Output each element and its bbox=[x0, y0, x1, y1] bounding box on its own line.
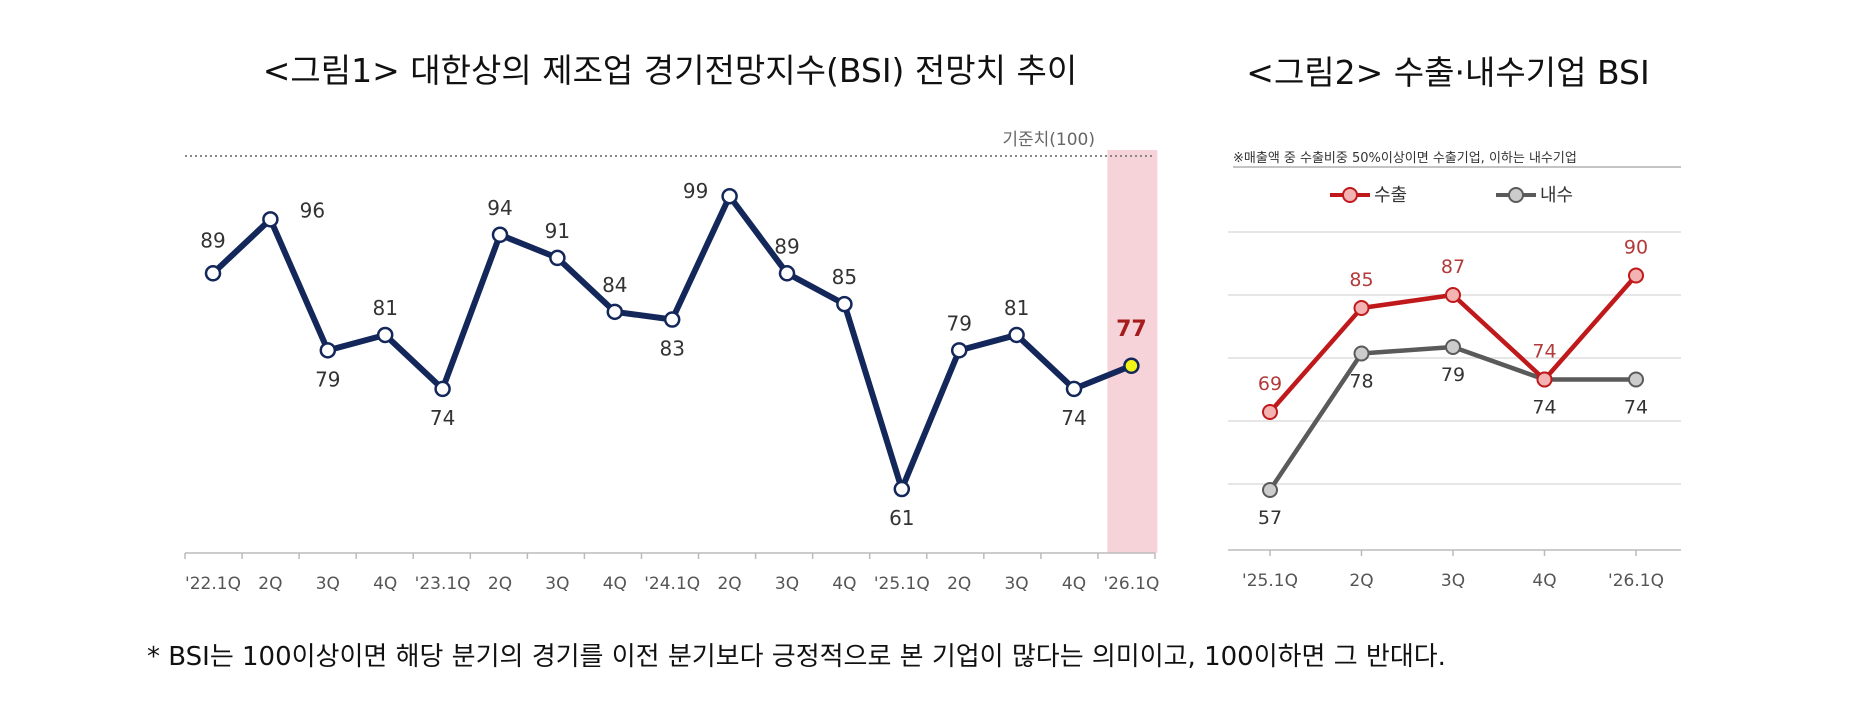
chart1-points bbox=[204, 187, 1140, 498]
chart2-note: ※매출액 중 수출비중 50%이상이면 수출기업, 이하는 내수기업 bbox=[1233, 151, 1577, 166]
chart1-point bbox=[606, 303, 624, 321]
chart2-points bbox=[1262, 267, 1644, 498]
chart2-tick-label: 4Q bbox=[1532, 571, 1556, 591]
chart1-data-label: 84 bbox=[602, 273, 627, 297]
chart2-point-domestic bbox=[1262, 482, 1278, 498]
chart1-tick-label: 3Q bbox=[775, 574, 799, 594]
chart2-tick-label: '25.1Q bbox=[1242, 571, 1298, 591]
chart1-tick-label: 2Q bbox=[258, 574, 282, 594]
chart2-point-export bbox=[1536, 371, 1553, 388]
chart1-data-label: 74 bbox=[430, 406, 455, 430]
chart2-data-label-export: 74 bbox=[1532, 341, 1556, 363]
footnote: * BSI는 100이상이면 해당 분기의 경기를 이전 분기보다 긍정적으로 … bbox=[147, 642, 1446, 672]
chart1-tick-label: '24.1Q bbox=[644, 574, 700, 594]
chart1-data-label: 74 bbox=[1061, 406, 1086, 430]
chart1-data-label: 79 bbox=[315, 367, 340, 391]
chart1-highlight-band bbox=[1107, 150, 1158, 553]
chart1-tick-label: '22.1Q bbox=[185, 574, 241, 594]
chart2-point-export bbox=[1262, 404, 1278, 420]
chart1-point bbox=[491, 226, 509, 244]
chart1-tick-label: 3Q bbox=[545, 574, 569, 594]
legend-export-marker bbox=[1342, 187, 1358, 203]
chart1-point bbox=[721, 187, 738, 205]
chart2: <그림2> 수출·내수기업 BSI ※매출액 중 수출비중 50%이상이면 수출… bbox=[1228, 53, 1681, 591]
chart1-point bbox=[262, 211, 279, 228]
chart1-point bbox=[319, 342, 337, 359]
chart2-data-label-export: 90 bbox=[1624, 237, 1648, 259]
chart1-tick-label: 4Q bbox=[603, 574, 627, 594]
chart2-data-labels: 57 78 79 74 74 69 85 87 74 90 bbox=[1258, 237, 1648, 530]
chart1-tick-label: 2Q bbox=[947, 574, 971, 594]
chart2-data-label-domestic: 74 bbox=[1532, 397, 1556, 419]
chart2-data-label-export: 87 bbox=[1441, 256, 1465, 278]
chart1-tick-label: 2Q bbox=[488, 574, 512, 594]
chart1-data-label: 96 bbox=[300, 198, 325, 222]
chart1-point bbox=[836, 295, 853, 313]
chart1-data-labels: 89 96 79 81 74 94 91 84 83 99 89 85 61 79 81 74 77 bbox=[200, 179, 1146, 530]
chart1-tick-label: '25.1Q bbox=[874, 574, 930, 594]
chart1-point bbox=[549, 249, 566, 267]
chart1-data-label: 81 bbox=[372, 296, 397, 320]
chart2-tick-label: 2Q bbox=[1349, 571, 1373, 591]
chart2-point-export bbox=[1353, 300, 1370, 316]
chart2-data-label-domestic: 74 bbox=[1624, 397, 1648, 419]
chart1-point bbox=[1123, 357, 1140, 375]
chart1-data-label: 99 bbox=[683, 179, 708, 203]
chart1-data-label: 89 bbox=[774, 234, 799, 258]
chart1-data-label: 61 bbox=[889, 506, 914, 530]
chart2-point-export bbox=[1445, 287, 1461, 303]
chart1-tick-label: 3Q bbox=[1004, 574, 1028, 594]
legend-domestic-marker bbox=[1508, 187, 1524, 203]
chart1-data-label: 81 bbox=[1004, 296, 1029, 320]
chart2-data-label-export: 85 bbox=[1349, 269, 1373, 291]
chart2-data-label-domestic: 57 bbox=[1258, 507, 1282, 529]
chart1-tick-label: 4Q bbox=[832, 574, 856, 594]
chart1-data-label: 85 bbox=[832, 265, 857, 289]
legend-domestic-label: 내수 bbox=[1540, 185, 1573, 206]
legend-export-label: 수출 bbox=[1374, 185, 1407, 206]
chart2-point-domestic bbox=[1628, 371, 1644, 388]
chart2-legend: 수출 내수 bbox=[1330, 185, 1573, 206]
chart2-title: <그림2> 수출·내수기업 BSI bbox=[1246, 53, 1649, 92]
chart1-point bbox=[950, 342, 968, 359]
chart1-data-label: 89 bbox=[200, 228, 225, 252]
chart1-data-label: 77 bbox=[1116, 317, 1147, 342]
chart1-tick-label: 2Q bbox=[717, 574, 741, 594]
chart1-data-label: 94 bbox=[487, 196, 512, 220]
chart1-data-label: 79 bbox=[946, 311, 971, 335]
chart1-title: <그림1> 대한상의 제조업 경기전망지수(BSI) 전망치 추이 bbox=[263, 51, 1077, 90]
chart1-point bbox=[663, 311, 681, 328]
chart1-point bbox=[893, 480, 911, 498]
chart1-data-label: 83 bbox=[659, 337, 684, 361]
chart1-point bbox=[434, 380, 451, 398]
chart2-data-label-domestic: 78 bbox=[1349, 371, 1373, 393]
chart1-reference-label: 기준치(100) bbox=[1002, 130, 1095, 150]
chart1-tick-label: 4Q bbox=[1062, 574, 1086, 594]
chart1-point bbox=[204, 265, 222, 282]
chart2-point-domestic bbox=[1445, 339, 1461, 355]
chart2-grid bbox=[1228, 231, 1681, 485]
chart1-tick-label: '23.1Q bbox=[415, 574, 471, 594]
chart1-tick-label: '26.1Q bbox=[1103, 574, 1159, 594]
chart1-point bbox=[1065, 380, 1083, 398]
chart2-point-domestic bbox=[1353, 345, 1370, 362]
chart2-tick-label: 3Q bbox=[1441, 571, 1465, 591]
chart2-tick-label: '26.1Q bbox=[1608, 571, 1664, 591]
chart2-point-export bbox=[1628, 267, 1644, 284]
chart1-point bbox=[778, 265, 796, 282]
chart1-point bbox=[1008, 326, 1025, 344]
chart2-data-label-domestic: 79 bbox=[1441, 364, 1465, 386]
chart2-data-label-export: 69 bbox=[1258, 373, 1282, 395]
chart1-tick-label: 4Q bbox=[373, 574, 397, 594]
chart2-x-ticks: '25.1Q 2Q 3Q 4Q '26.1Q bbox=[1242, 550, 1664, 591]
chart1-x-ticks: '22.1Q 2Q 3Q 4Q '23.1Q 2Q 3Q 4Q '24.1Q 2Q 3Q 4Q '25.… bbox=[184, 553, 1159, 594]
chart1: <그림1> 대한상의 제조업 경기전망지수(BSI) 전망치 추이 기준치(10… bbox=[184, 51, 1159, 594]
chart1-tick-label: 3Q bbox=[316, 574, 340, 594]
chart1-point bbox=[376, 326, 394, 344]
chart1-data-label: 91 bbox=[545, 219, 570, 243]
